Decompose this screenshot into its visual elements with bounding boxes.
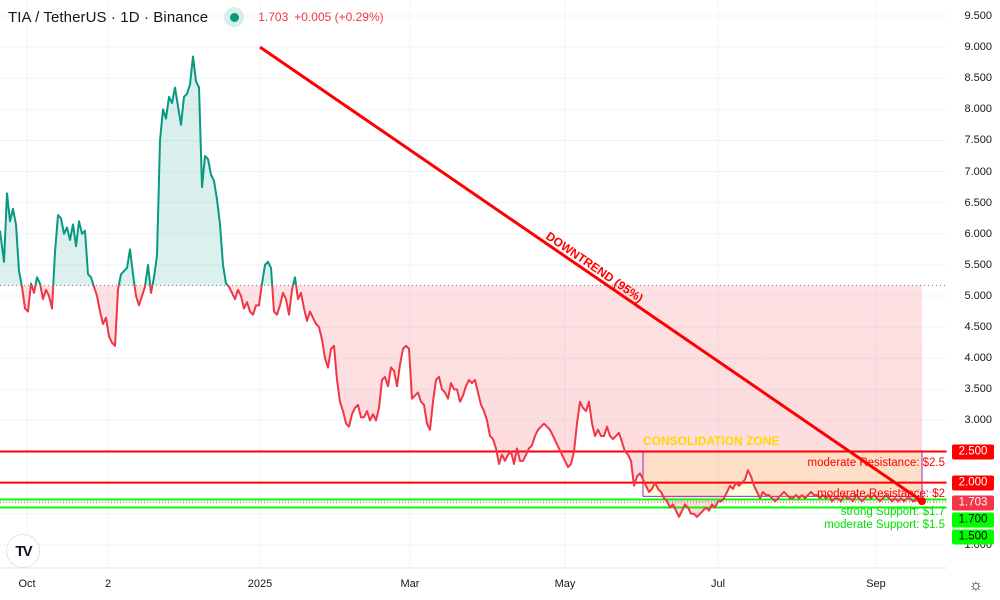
- time-tick-label: Jul: [710, 578, 726, 590]
- price-tag: 1.703: [952, 495, 994, 511]
- price-change: +0.005 (+0.29%): [294, 10, 384, 24]
- price-tag: 1.500: [952, 529, 994, 545]
- price-tick-label: 4.500: [964, 321, 992, 334]
- time-tick-label: Oct: [18, 578, 36, 590]
- time-tick-label: 2: [104, 578, 112, 590]
- market-open-dot-icon: [224, 7, 245, 27]
- downtrend-trendline[interactable]: [259, 45, 923, 503]
- consolidation-zone-label: CONSOLIDATION ZONE: [643, 434, 780, 448]
- last-price: 1.703: [258, 10, 289, 24]
- price-tick-label: 3.500: [964, 383, 992, 396]
- price-tick-label: 3.000: [964, 414, 992, 427]
- price-tick-label: 8.000: [964, 103, 992, 116]
- gear-icon[interactable]: ☼: [968, 577, 984, 594]
- price-tick-label: 4.000: [964, 352, 992, 365]
- level-label-support-1-5: moderate Support: $1.5: [824, 519, 945, 531]
- time-tick-label: May: [554, 578, 576, 590]
- symbol-header: TIA / TetherUS · 1D · Binance 1.703 +0.0…: [8, 6, 384, 28]
- level-label-resistance-2-5: moderate Resistance: $2.5: [807, 457, 945, 469]
- level-label-support-1-7: strong Support: $1.7: [840, 506, 945, 518]
- price-tick-label: 6.500: [964, 196, 992, 209]
- consolidation-zone-box[interactable]: [642, 451, 923, 497]
- last-price-marker: [918, 497, 926, 506]
- tradingview-logo[interactable]: TV: [6, 534, 40, 568]
- price-tick-label: 5.000: [964, 289, 992, 302]
- price-tick-label: 6.000: [964, 227, 992, 240]
- price-tick-label: 5.500: [964, 258, 992, 271]
- price-tag: 2.500: [952, 444, 994, 460]
- time-tick-label: Sep: [866, 578, 886, 590]
- time-tick-label: 2025: [247, 578, 273, 590]
- price-tag: 2.000: [952, 475, 994, 491]
- time-tick-label: Mar: [400, 578, 420, 590]
- price-tick-label: 8.500: [964, 72, 992, 85]
- price-tick-label: 7.500: [964, 134, 992, 147]
- area-fills: [0, 56, 922, 517]
- price-tag: 1.700: [952, 512, 994, 528]
- price-tick-label: 9.500: [964, 10, 992, 22]
- support-resistance-lines[interactable]: [0, 450, 947, 509]
- price-line: [0, 55, 923, 518]
- level-label-resistance-2: moderate Resistance: $2: [817, 488, 945, 500]
- price-tick-label: 7.000: [964, 165, 992, 178]
- symbol-title[interactable]: TIA / TetherUS · 1D · Binance: [8, 8, 209, 26]
- price-tick-label: 9.000: [964, 41, 992, 54]
